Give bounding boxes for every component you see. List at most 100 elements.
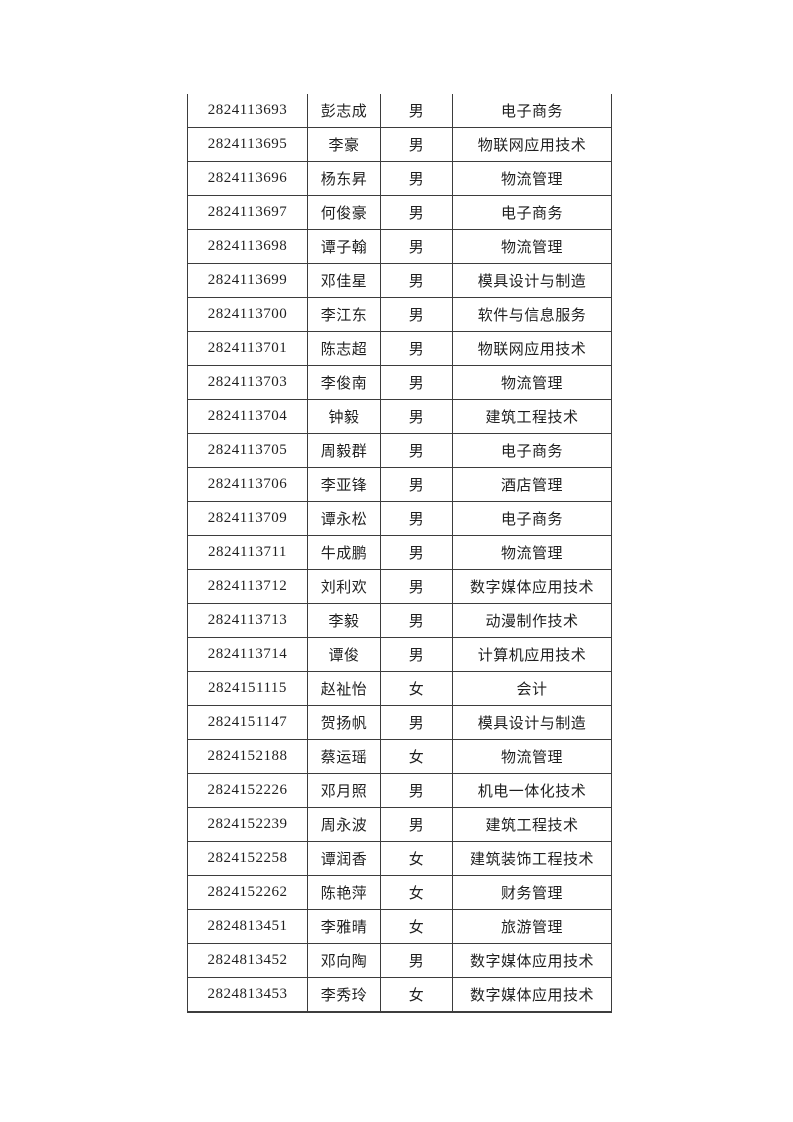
student-id-cell: 2824813452 xyxy=(187,943,308,978)
table-row: 2824152226 邓月照 男 机电一体化技术 xyxy=(187,773,612,808)
gender-cell: 男 xyxy=(380,365,453,400)
student-name-cell: 周毅群 xyxy=(307,433,381,468)
major-cell: 物流管理 xyxy=(452,535,612,570)
table-row: 2824113700 李江东 男 软件与信息服务 xyxy=(187,297,612,332)
table-row: 2824113713 李毅 男 动漫制作技术 xyxy=(187,603,612,638)
gender-cell: 男 xyxy=(380,161,453,196)
table-row: 2824113701 陈志超 男 物联网应用技术 xyxy=(187,331,612,366)
major-cell: 物联网应用技术 xyxy=(452,127,612,162)
student-name-cell: 周永波 xyxy=(307,807,381,842)
major-cell: 电子商务 xyxy=(452,501,612,536)
student-id-cell: 2824813453 xyxy=(187,977,308,1013)
gender-cell: 女 xyxy=(380,671,453,706)
table-row: 2824152258 谭润香 女 建筑装饰工程技术 xyxy=(187,841,612,876)
student-name-cell: 李毅 xyxy=(307,603,381,638)
major-cell: 数字媒体应用技术 xyxy=(452,943,612,978)
student-name-cell: 邓月照 xyxy=(307,773,381,808)
major-cell: 财务管理 xyxy=(452,875,612,910)
table-row: 2824113712 刘利欢 男 数字媒体应用技术 xyxy=(187,569,612,604)
table-row: 2824152239 周永波 男 建筑工程技术 xyxy=(187,807,612,842)
table-row: 2824813453 李秀玲 女 数字媒体应用技术 xyxy=(187,977,612,1013)
major-cell: 模具设计与制造 xyxy=(452,705,612,740)
gender-cell: 男 xyxy=(380,94,453,128)
table-row: 2824152188 蔡运瑶 女 物流管理 xyxy=(187,739,612,774)
major-cell: 物流管理 xyxy=(452,365,612,400)
table-row: 2824113706 李亚锋 男 酒店管理 xyxy=(187,467,612,502)
gender-cell: 男 xyxy=(380,807,453,842)
student-id-cell: 2824113696 xyxy=(187,161,308,196)
student-id-cell: 2824152262 xyxy=(187,875,308,910)
student-name-cell: 李秀玲 xyxy=(307,977,381,1013)
table-row: 2824813451 李雅晴 女 旅游管理 xyxy=(187,909,612,944)
table-row: 2824113696 杨东昇 男 物流管理 xyxy=(187,161,612,196)
major-cell: 机电一体化技术 xyxy=(452,773,612,808)
gender-cell: 女 xyxy=(380,739,453,774)
student-id-cell: 2824113703 xyxy=(187,365,308,400)
table-row: 2824113695 李豪 男 物联网应用技术 xyxy=(187,127,612,162)
gender-cell: 男 xyxy=(380,535,453,570)
major-cell: 建筑装饰工程技术 xyxy=(452,841,612,876)
student-id-cell: 2824113706 xyxy=(187,467,308,502)
gender-cell: 女 xyxy=(380,841,453,876)
student-id-cell: 2824113693 xyxy=(187,94,308,128)
student-id-cell: 2824113709 xyxy=(187,501,308,536)
gender-cell: 男 xyxy=(380,331,453,366)
table-row: 2824152262 陈艳萍 女 财务管理 xyxy=(187,875,612,910)
student-name-cell: 彭志成 xyxy=(307,94,381,128)
student-name-cell: 谭子翰 xyxy=(307,229,381,264)
student-id-cell: 2824113697 xyxy=(187,195,308,230)
major-cell: 数字媒体应用技术 xyxy=(452,977,612,1013)
table-row: 2824113709 谭永松 男 电子商务 xyxy=(187,501,612,536)
major-cell: 电子商务 xyxy=(452,94,612,128)
table-row: 2824113699 邓佳星 男 模具设计与制造 xyxy=(187,263,612,298)
student-id-cell: 2824113695 xyxy=(187,127,308,162)
table-row: 2824151147 贺扬帆 男 模具设计与制造 xyxy=(187,705,612,740)
gender-cell: 男 xyxy=(380,501,453,536)
gender-cell: 男 xyxy=(380,229,453,264)
major-cell: 物流管理 xyxy=(452,229,612,264)
student-id-cell: 2824113711 xyxy=(187,535,308,570)
table-row: 2824813452 邓向陶 男 数字媒体应用技术 xyxy=(187,943,612,978)
student-id-cell: 2824152188 xyxy=(187,739,308,774)
major-cell: 建筑工程技术 xyxy=(452,807,612,842)
student-id-cell: 2824813451 xyxy=(187,909,308,944)
gender-cell: 男 xyxy=(380,467,453,502)
major-cell: 电子商务 xyxy=(452,195,612,230)
student-name-cell: 李亚锋 xyxy=(307,467,381,502)
student-id-cell: 2824113698 xyxy=(187,229,308,264)
major-cell: 会计 xyxy=(452,671,612,706)
student-id-cell: 2824113712 xyxy=(187,569,308,604)
major-cell: 物流管理 xyxy=(452,739,612,774)
gender-cell: 男 xyxy=(380,263,453,298)
student-name-cell: 李俊南 xyxy=(307,365,381,400)
student-name-cell: 李豪 xyxy=(307,127,381,162)
table-row: 2824113697 何俊豪 男 电子商务 xyxy=(187,195,612,230)
gender-cell: 女 xyxy=(380,875,453,910)
gender-cell: 男 xyxy=(380,195,453,230)
student-id-cell: 2824113701 xyxy=(187,331,308,366)
table-row: 2824113698 谭子翰 男 物流管理 xyxy=(187,229,612,264)
student-name-cell: 李江东 xyxy=(307,297,381,332)
student-id-cell: 2824152258 xyxy=(187,841,308,876)
student-name-cell: 邓向陶 xyxy=(307,943,381,978)
major-cell: 旅游管理 xyxy=(452,909,612,944)
student-id-cell: 2824113699 xyxy=(187,263,308,298)
gender-cell: 男 xyxy=(380,773,453,808)
gender-cell: 男 xyxy=(380,603,453,638)
student-name-cell: 李雅晴 xyxy=(307,909,381,944)
student-id-cell: 2824113714 xyxy=(187,637,308,672)
major-cell: 电子商务 xyxy=(452,433,612,468)
gender-cell: 女 xyxy=(380,909,453,944)
major-cell: 建筑工程技术 xyxy=(452,399,612,434)
student-id-cell: 2824113713 xyxy=(187,603,308,638)
student-name-cell: 谭永松 xyxy=(307,501,381,536)
table-row: 2824113714 谭俊 男 计算机应用技术 xyxy=(187,637,612,672)
student-name-cell: 陈艳萍 xyxy=(307,875,381,910)
student-name-cell: 钟毅 xyxy=(307,399,381,434)
student-name-cell: 蔡运瑶 xyxy=(307,739,381,774)
gender-cell: 男 xyxy=(380,433,453,468)
student-name-cell: 贺扬帆 xyxy=(307,705,381,740)
student-name-cell: 邓佳星 xyxy=(307,263,381,298)
major-cell: 计算机应用技术 xyxy=(452,637,612,672)
